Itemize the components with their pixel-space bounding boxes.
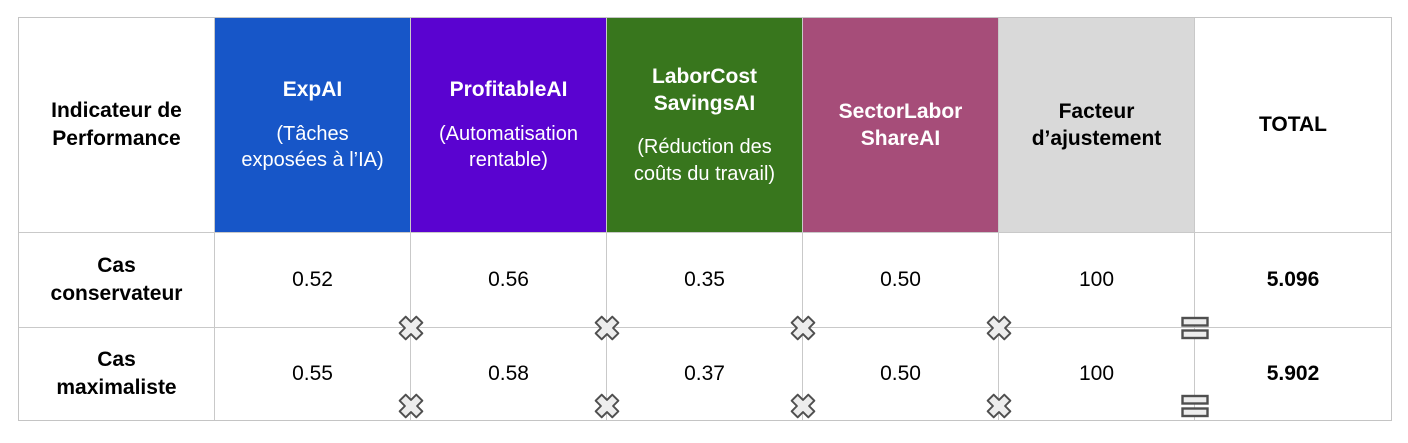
total-cell: 5.096: [1195, 233, 1391, 328]
column-subtitle: (Tâches exposées à l’IA): [241, 122, 384, 172]
value: 100: [1078, 268, 1115, 291]
value: 0.56: [488, 268, 529, 291]
value-cell-facteur-ajustement: 100: [999, 328, 1195, 420]
value-cell-profitableai: 0.56: [411, 233, 607, 328]
value-cell-facteur-ajustement: 100: [999, 233, 1195, 328]
value-cell-sectorlabor-shareai: 0.50: [803, 233, 999, 328]
column-title: TOTAL: [1258, 113, 1328, 137]
value-cell-laborcost-savingsai: 0.37: [607, 328, 803, 420]
header-cell-total: TOTAL: [1195, 18, 1391, 233]
value: 0.37: [684, 362, 725, 385]
column-title: LaborCost SavingsAI: [652, 64, 757, 116]
total-value: 5.902: [1266, 362, 1320, 385]
total-cell: 5.902: [1195, 328, 1391, 420]
header-cell-facteur-ajustement: Facteur d’ajustement: [999, 18, 1195, 233]
value: 0.50: [880, 268, 921, 291]
value: 100: [1078, 362, 1115, 385]
header-cell-laborcost-savingsai: LaborCost SavingsAI (Réduction des coûts…: [607, 18, 803, 233]
total-value: 5.096: [1266, 268, 1320, 291]
value-cell-expai: 0.52: [215, 233, 411, 328]
corner-header-label: Indicateur de Performance: [51, 98, 182, 150]
column-title: ExpAI: [282, 78, 343, 102]
row-label: Cas conservateur: [50, 253, 183, 305]
value-cell-expai: 0.55: [215, 328, 411, 420]
header-cell-expai: ExpAI (Tâches exposées à l’IA): [215, 18, 411, 233]
row-label: Cas maximaliste: [56, 347, 177, 399]
header-cell-profitableai: ProfitableAI (Automatisation rentable): [411, 18, 607, 233]
value: 0.52: [292, 268, 333, 291]
row-label-cell: Cas conservateur: [19, 233, 215, 328]
value-cell-laborcost-savingsai: 0.35: [607, 233, 803, 328]
value: 0.50: [880, 362, 921, 385]
column-title: ProfitableAI: [449, 78, 568, 102]
column-subtitle: (Automatisation rentable): [439, 122, 578, 172]
header-cell-sectorlabor-shareai: SectorLabor ShareAI: [803, 18, 999, 233]
value: 0.55: [292, 362, 333, 385]
column-title: SectorLabor ShareAI: [838, 99, 963, 150]
value-cell-sectorlabor-shareai: 0.50: [803, 328, 999, 420]
column-subtitle: (Réduction des coûts du travail): [633, 136, 776, 185]
value-cell-profitableai: 0.58: [411, 328, 607, 420]
corner-header-cell: Indicateur de Performance: [19, 18, 215, 233]
indicator-table: Indicateur de Performance ExpAI (Tâches …: [18, 17, 1392, 421]
row-label-cell: Cas maximaliste: [19, 328, 215, 420]
value: 0.58: [488, 362, 529, 385]
value: 0.35: [684, 268, 725, 291]
column-title: Facteur d’ajustement: [1031, 99, 1162, 150]
